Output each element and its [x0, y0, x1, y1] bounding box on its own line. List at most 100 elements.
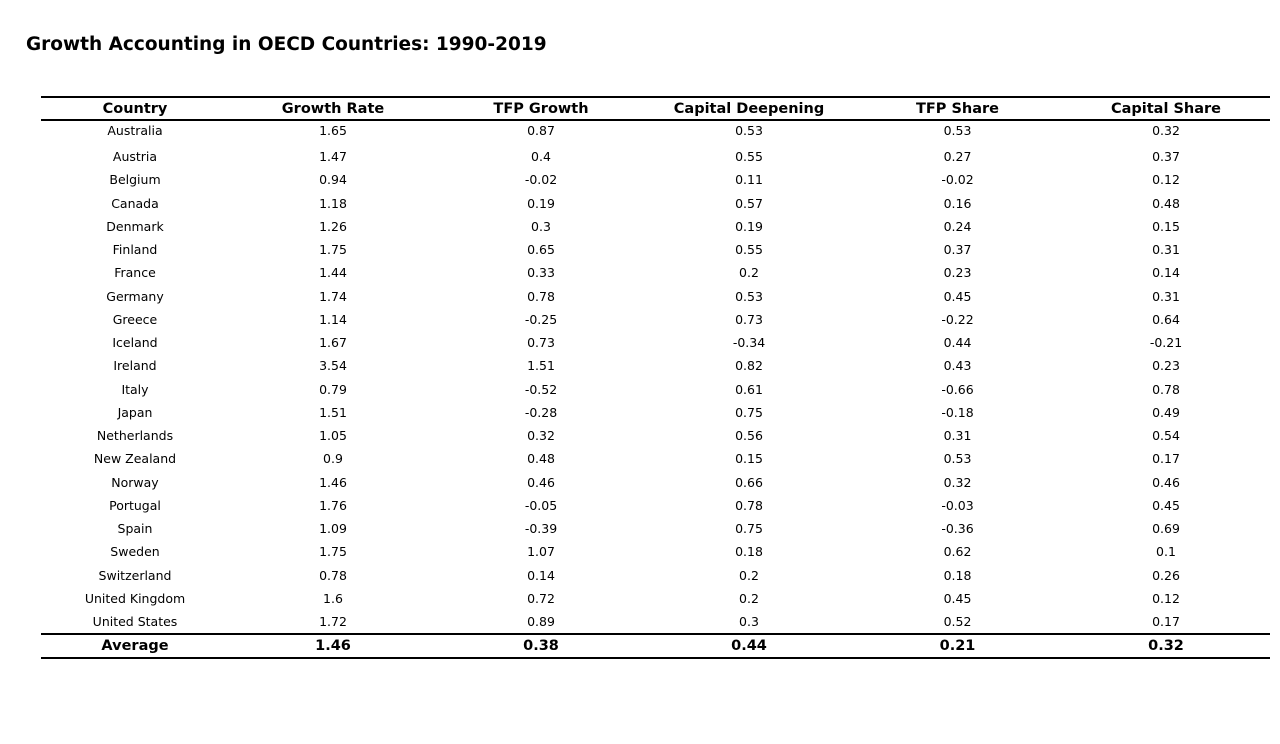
column-header-growth-rate: Growth Rate — [229, 96, 437, 121]
growth-accounting-table-container: Country Growth Rate TFP Growth Capital Deep… — [41, 96, 1270, 660]
value-cell-capital-share: -0.21 — [1149, 335, 1183, 351]
table-row: Finland 1.75 0.65 0.55 0.37 0.31 — [41, 238, 1270, 261]
value-cell-tfp-share: 0.62 — [943, 544, 972, 560]
table-row: Norway 1.46 0.46 0.66 0.32 0.46 — [41, 471, 1270, 494]
table-row: Belgium 0.94 -0.02 0.11 -0.02 0.12 — [41, 168, 1270, 191]
value-cell-capital-deepening: 0.53 — [735, 123, 763, 138]
value-cell-capital-deepening: 0.82 — [735, 358, 763, 374]
value-cell-capital-share: 0.48 — [1152, 195, 1180, 211]
country-cell: Ireland — [113, 358, 157, 374]
value-cell-capital-deepening: 0.19 — [735, 218, 763, 234]
country-cell: Belgium — [109, 172, 161, 188]
country-cell: Australia — [107, 123, 163, 138]
value-cell-capital-share: 0.17 — [1152, 451, 1180, 467]
value-cell-tfp-growth: 0.46 — [527, 474, 555, 490]
table-row: Sweden 1.75 1.07 0.18 0.62 0.1 — [41, 540, 1270, 563]
value-cell-tfp-share: 0.44 — [943, 335, 972, 351]
value-cell-capital-share: 0.49 — [1152, 404, 1180, 420]
value-cell-capital-deepening: 0.55 — [735, 149, 763, 165]
value-cell-tfp-share: -0.22 — [941, 311, 974, 327]
value-cell-capital-share: 0.69 — [1152, 521, 1180, 537]
value-cell-tfp-growth: -0.52 — [524, 381, 558, 397]
value-cell-tfp-share: 0.23 — [943, 265, 972, 281]
country-cell: France — [114, 265, 156, 281]
value-cell-capital-deepening: 0.73 — [735, 311, 763, 327]
value-cell-capital-share: 0.37 — [1152, 149, 1180, 165]
value-cell-tfp-share: -0.66 — [941, 381, 974, 397]
country-cell: Germany — [106, 288, 164, 304]
country-cell: Canada — [111, 195, 159, 211]
value-cell-capital-deepening: -0.34 — [732, 335, 766, 351]
value-cell-capital-deepening: 0.11 — [735, 172, 763, 188]
value-cell-growth-rate: 3.54 — [319, 358, 347, 374]
average-value-capital-deepening: 0.44 — [645, 633, 853, 660]
value-cell-growth-rate: 1.05 — [319, 428, 347, 444]
table-row: Austria 1.47 0.4 0.55 0.27 0.37 — [41, 145, 1270, 168]
country-cell: United States — [92, 614, 178, 630]
table-row: Canada 1.18 0.19 0.57 0.16 0.48 — [41, 192, 1270, 215]
table-row: United Kingdom 1.6 0.72 0.2 0.45 0.12 — [41, 587, 1270, 610]
value-cell-capital-share: 0.46 — [1152, 474, 1180, 490]
value-cell-tfp-growth: -0.39 — [524, 521, 558, 537]
column-header-capital-share: Capital Share — [1062, 96, 1270, 121]
value-cell-tfp-growth: 0.3 — [531, 218, 551, 234]
value-cell-capital-share: 0.45 — [1152, 497, 1180, 513]
table-row: Australia 1.65 0.87 0.53 0.53 0.32 — [41, 120, 1270, 145]
value-cell-tfp-growth: 1.07 — [527, 544, 555, 560]
value-cell-tfp-growth: 0.89 — [527, 614, 555, 630]
value-cell-tfp-growth: 0.14 — [527, 567, 555, 583]
value-cell-capital-deepening: 0.57 — [735, 195, 763, 211]
value-cell-growth-rate: 1.76 — [319, 497, 347, 513]
value-cell-tfp-growth: 1.51 — [527, 358, 555, 374]
value-cell-capital-deepening: 0.53 — [735, 288, 763, 304]
value-cell-tfp-growth: 0.87 — [527, 123, 555, 138]
value-cell-capital-share: 0.23 — [1152, 358, 1180, 374]
value-cell-capital-share: 0.54 — [1152, 428, 1180, 444]
value-cell-growth-rate: 0.79 — [319, 381, 347, 397]
value-cell-tfp-share: -0.02 — [941, 172, 974, 188]
value-cell-tfp-growth: 0.4 — [531, 149, 551, 165]
table-row: Denmark 1.26 0.3 0.19 0.24 0.15 — [41, 215, 1270, 238]
table-body: Australia 1.65 0.87 0.53 0.53 0.32 Austria 1.47… — [41, 120, 1270, 634]
value-cell-growth-rate: 1.47 — [319, 149, 347, 165]
value-cell-capital-share: 0.78 — [1152, 381, 1180, 397]
value-cell-capital-deepening: 0.18 — [735, 544, 763, 560]
value-cell-capital-deepening: 0.56 — [735, 428, 763, 444]
column-header-country: Country — [41, 96, 229, 121]
country-cell: Portugal — [109, 497, 161, 513]
value-cell-tfp-growth: 0.72 — [527, 590, 555, 606]
value-cell-growth-rate: 1.65 — [319, 123, 347, 138]
value-cell-growth-rate: 1.44 — [319, 265, 347, 281]
value-cell-growth-rate: 1.75 — [319, 544, 347, 560]
country-cell: Sweden — [110, 544, 160, 560]
table-row: Spain 1.09 -0.39 0.75 -0.36 0.69 — [41, 517, 1270, 540]
value-cell-tfp-share: 0.53 — [943, 451, 972, 467]
value-cell-growth-rate: 1.74 — [319, 288, 347, 304]
table-row: Germany 1.74 0.78 0.53 0.45 0.31 — [41, 285, 1270, 308]
value-cell-capital-deepening: 0.3 — [739, 614, 759, 630]
value-cell-tfp-share: 0.37 — [943, 242, 972, 258]
value-cell-tfp-growth: -0.28 — [524, 404, 558, 420]
average-value-tfp-share: 0.21 — [853, 633, 1062, 660]
value-cell-capital-share: 0.31 — [1152, 288, 1180, 304]
value-cell-tfp-share: 0.43 — [943, 358, 972, 374]
country-cell: Iceland — [112, 335, 158, 351]
value-cell-tfp-share: 0.24 — [943, 218, 972, 234]
growth-accounting-table: Country Growth Rate TFP Growth Capital Deep… — [41, 96, 1270, 660]
value-cell-growth-rate: 1.09 — [319, 521, 347, 537]
column-header-capital-deepening: Capital Deepening — [645, 96, 853, 121]
table-row: Portugal 1.76 -0.05 0.78 -0.03 0.45 — [41, 494, 1270, 517]
value-cell-tfp-share: 0.27 — [943, 149, 972, 165]
value-cell-tfp-growth: 0.32 — [527, 428, 555, 444]
value-cell-growth-rate: 0.78 — [319, 567, 347, 583]
value-cell-tfp-growth: -0.05 — [524, 497, 558, 513]
value-cell-capital-deepening: 0.61 — [735, 381, 763, 397]
value-cell-tfp-growth: 0.73 — [527, 335, 555, 351]
country-cell: Finland — [112, 242, 158, 258]
value-cell-growth-rate: 0.94 — [319, 172, 347, 188]
country-cell: Norway — [111, 474, 159, 490]
country-cell: United Kingdom — [84, 590, 186, 606]
value-cell-tfp-growth: 0.33 — [527, 265, 555, 281]
value-cell-capital-deepening: 0.2 — [739, 590, 759, 606]
country-cell: Italy — [121, 381, 149, 397]
